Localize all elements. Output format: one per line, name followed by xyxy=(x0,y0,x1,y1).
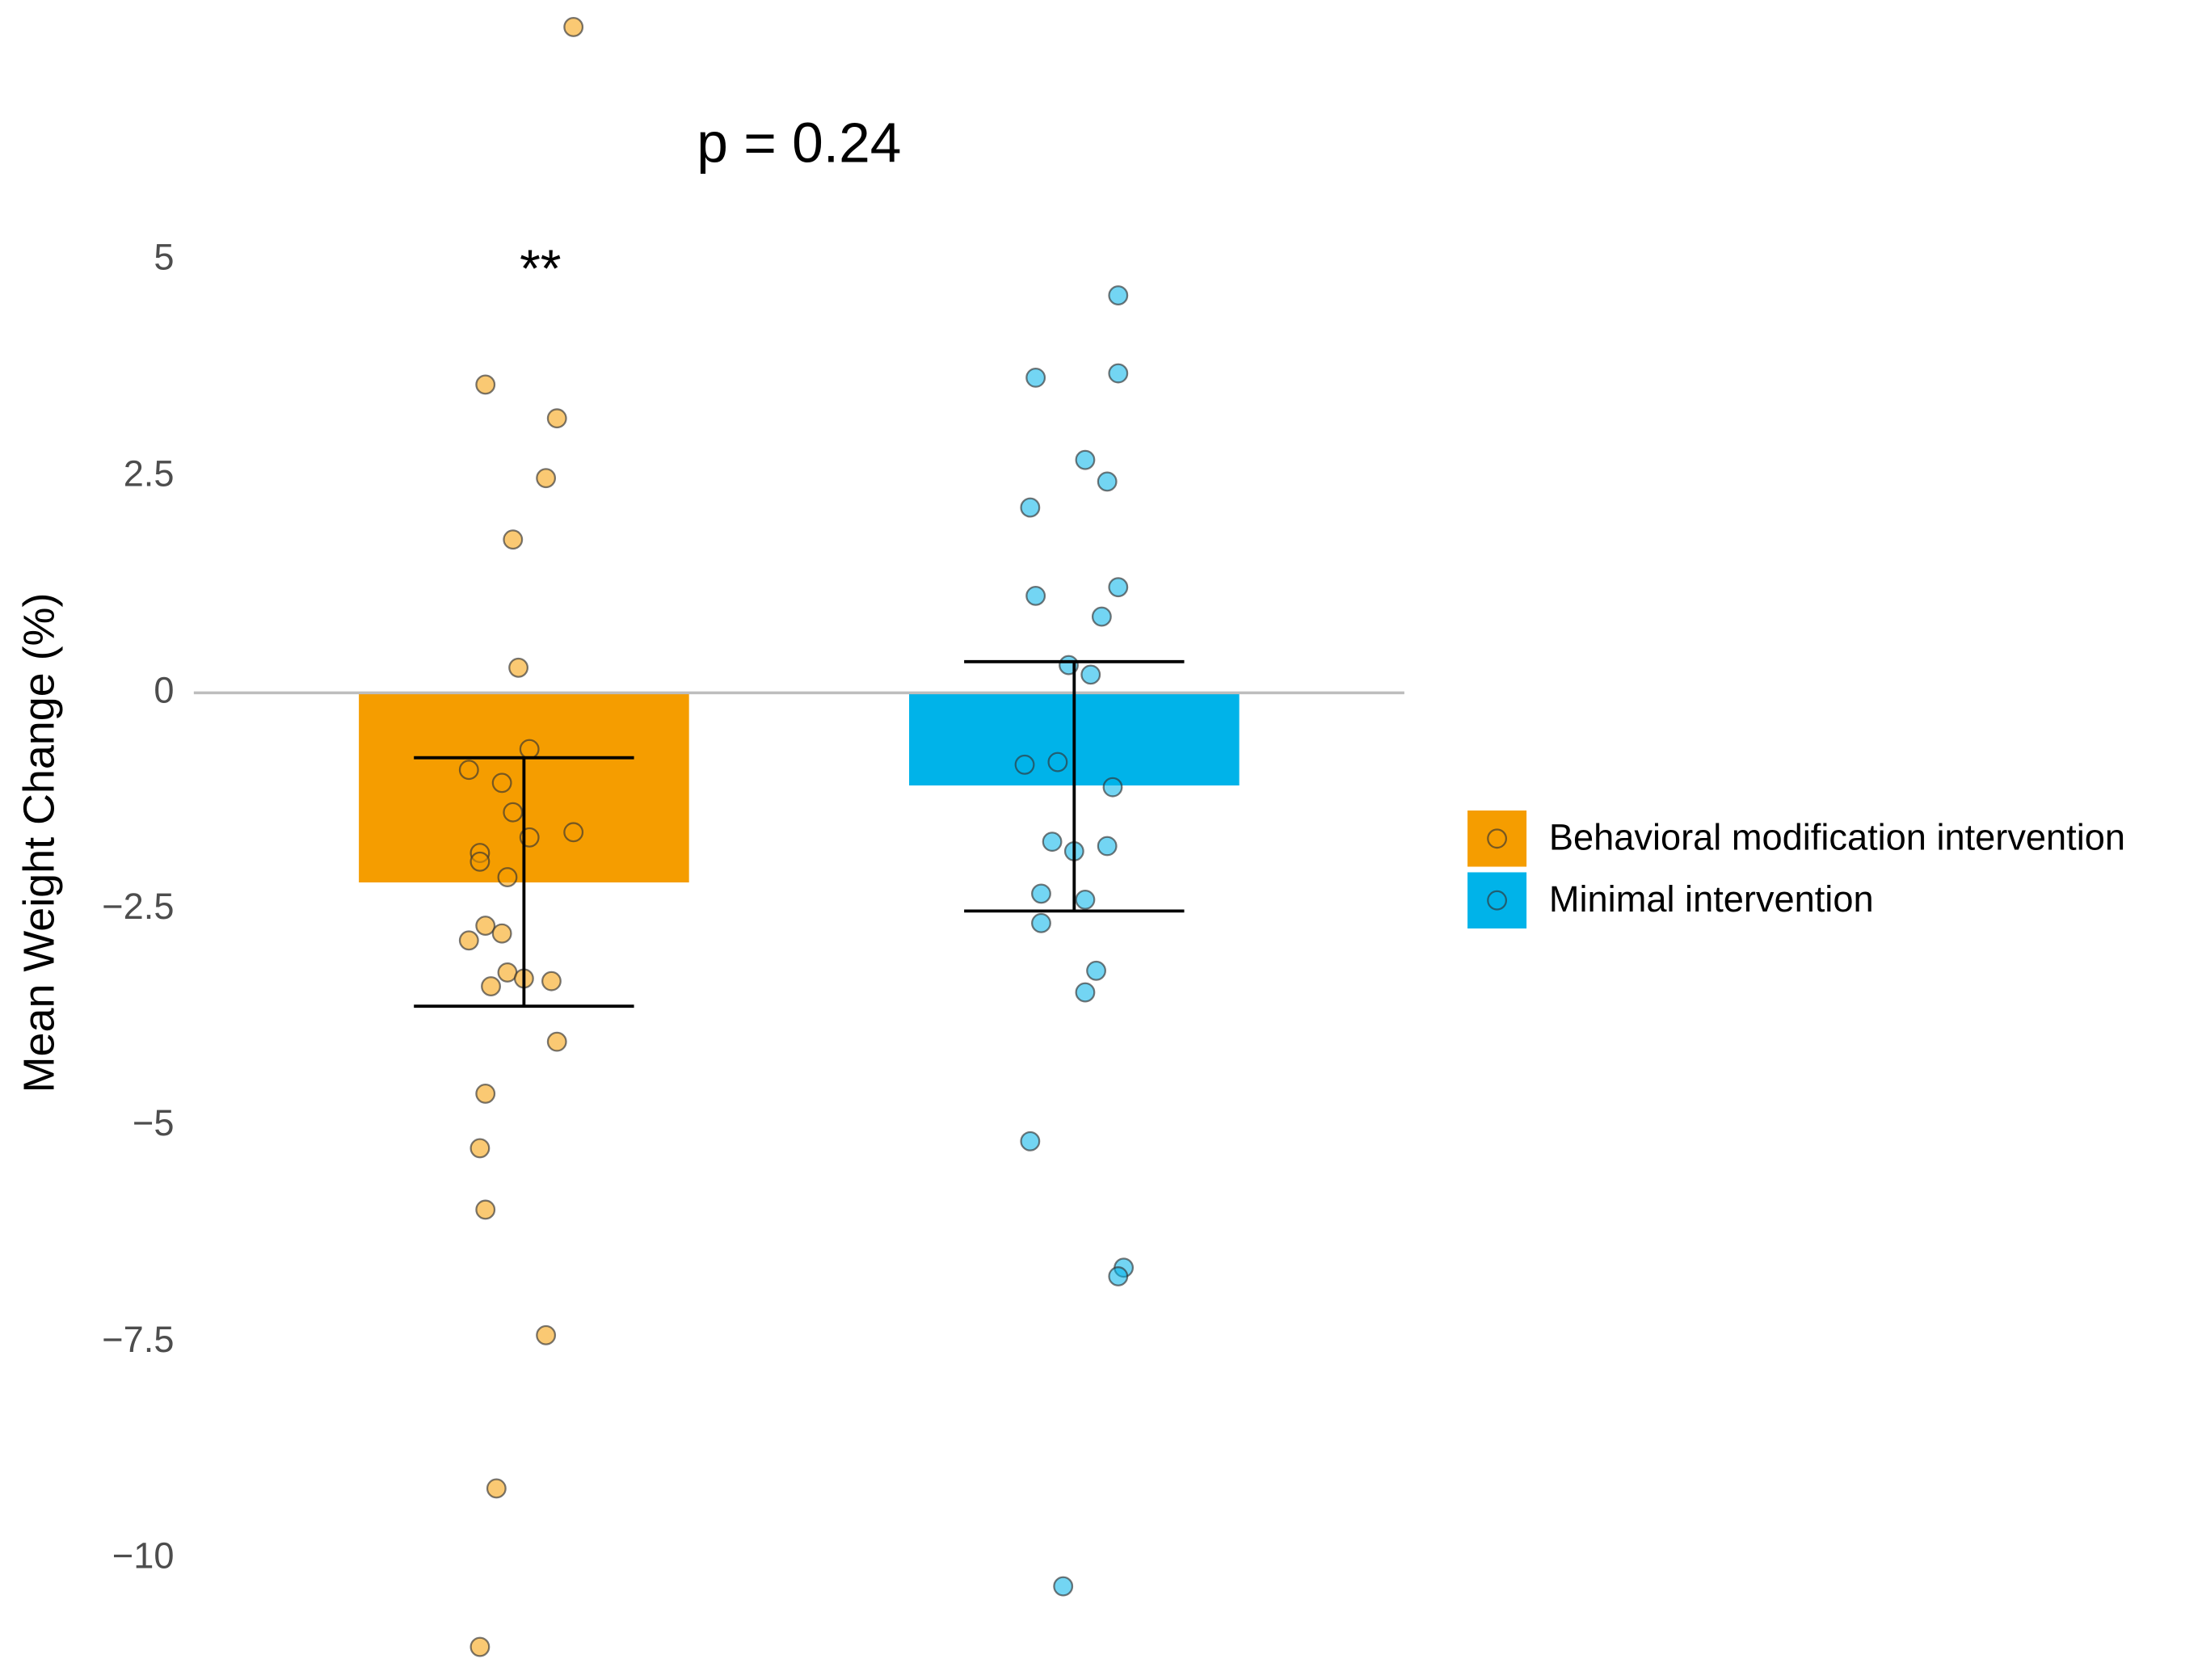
data-point xyxy=(1108,285,1129,306)
data-point xyxy=(546,1031,567,1052)
data-point xyxy=(1025,585,1046,606)
data-point xyxy=(1108,1266,1129,1286)
data-point xyxy=(1020,1131,1041,1152)
data-point xyxy=(475,374,496,395)
data-point xyxy=(497,867,518,887)
legend-label: Behavioral modification intervention xyxy=(1549,816,2125,857)
data-point xyxy=(1091,606,1112,627)
data-point xyxy=(1075,449,1096,470)
data-point xyxy=(491,923,512,944)
annotation: ** xyxy=(520,238,561,298)
legend-key-point xyxy=(1487,890,1508,911)
data-point xyxy=(1053,1576,1074,1597)
y-tick-label: 0 xyxy=(154,669,174,710)
y-tick-label: −10 xyxy=(112,1535,175,1577)
data-point xyxy=(469,1636,491,1657)
data-point xyxy=(541,971,562,992)
data-point xyxy=(497,962,518,983)
data-point xyxy=(486,1478,507,1499)
data-point xyxy=(563,822,584,843)
data-point xyxy=(491,773,512,794)
data-point xyxy=(458,760,479,781)
data-point xyxy=(546,408,567,429)
data-point xyxy=(503,529,524,550)
y-axis-title: Mean Weight Change (%) xyxy=(15,593,63,1093)
y-tick-label: −7.5 xyxy=(102,1319,174,1360)
data-point xyxy=(1075,982,1096,1003)
data-point xyxy=(536,1324,557,1345)
data-point xyxy=(519,739,540,760)
data-point xyxy=(503,802,524,823)
y-tick-label: 5 xyxy=(154,237,174,278)
data-point xyxy=(469,1138,491,1159)
data-point xyxy=(1020,497,1041,518)
data-point xyxy=(508,657,529,678)
data-point xyxy=(1042,832,1063,853)
data-point xyxy=(475,1199,496,1220)
data-point xyxy=(1075,890,1096,910)
y-tick-label: 2.5 xyxy=(124,453,175,494)
data-point xyxy=(481,976,501,996)
data-point xyxy=(1108,363,1129,384)
data-point xyxy=(475,1083,496,1104)
legend-key-point xyxy=(1487,828,1508,849)
data-point xyxy=(469,851,491,872)
data-point xyxy=(1108,577,1129,598)
data-point xyxy=(563,17,584,37)
data-point xyxy=(1025,367,1046,388)
data-point xyxy=(1031,883,1051,904)
data-point xyxy=(1086,960,1106,981)
data-point xyxy=(1047,752,1068,773)
data-point xyxy=(536,468,557,489)
data-point xyxy=(1097,836,1118,857)
y-tick-label: −5 xyxy=(133,1102,175,1143)
data-point xyxy=(1031,912,1051,933)
data-point xyxy=(1014,754,1035,775)
data-point xyxy=(475,916,496,936)
data-point xyxy=(1102,777,1123,798)
annotation: p = 0.24 xyxy=(697,112,901,175)
legend-label: Minimal intervention xyxy=(1549,878,1874,920)
data-point xyxy=(458,930,479,951)
data-point xyxy=(1097,471,1118,492)
y-tick-label: −2.5 xyxy=(102,886,174,927)
data-point xyxy=(1080,664,1101,685)
